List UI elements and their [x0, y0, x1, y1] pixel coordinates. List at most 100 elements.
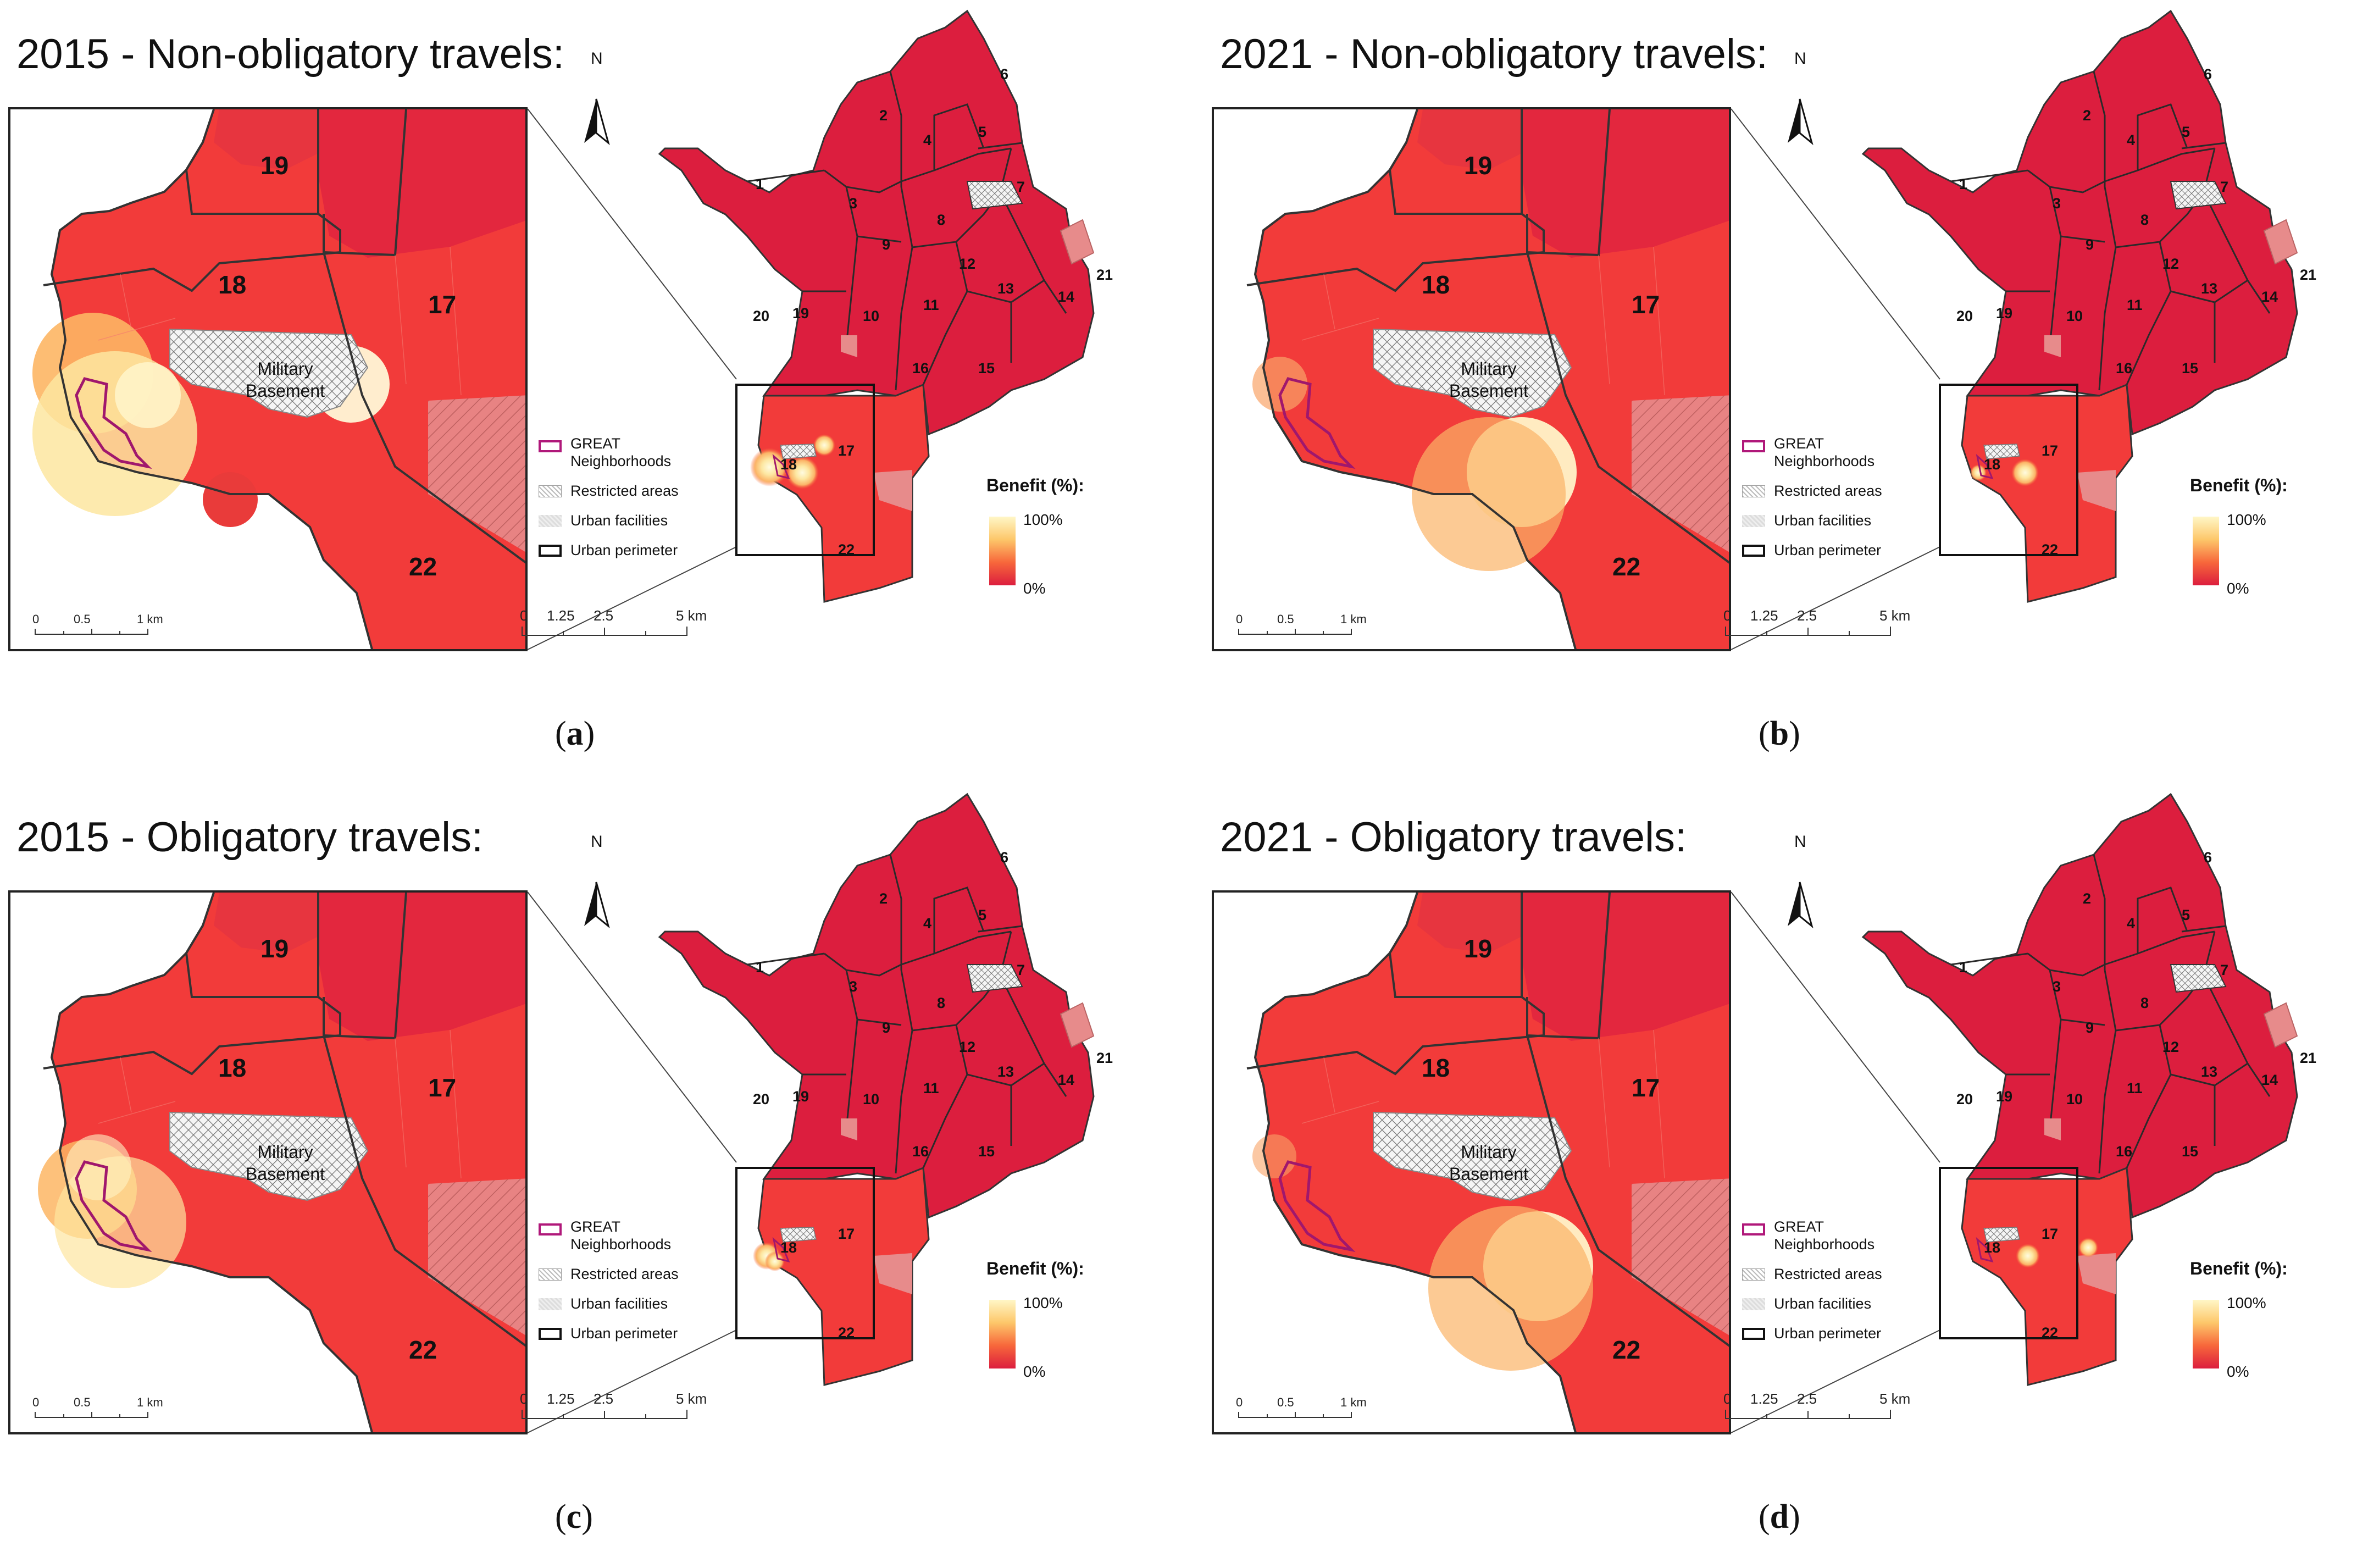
- military-basement: [169, 1111, 369, 1201]
- north-label: N: [591, 833, 603, 851]
- great-neighborhood: [1278, 1160, 1356, 1253]
- military-basement: [1373, 1111, 1572, 1201]
- neighborhood-label-8: 8: [937, 212, 946, 228]
- neighborhood-label-4: 4: [2127, 915, 2136, 932]
- map-scale-labels: 0 1.25 2.5 5 km: [1723, 1390, 1911, 1407]
- neighborhood-label-15: 15: [2182, 1143, 2199, 1160]
- inset-label-19: 19: [1464, 151, 1493, 180]
- neighborhood-label-18: 18: [1984, 456, 2001, 473]
- map-panel-d: 2021 - Obligatory travels:: [1204, 783, 2357, 1564]
- neighborhood-label-13: 13: [2201, 1063, 2218, 1080]
- benefit-max: 100%: [1023, 511, 1063, 528]
- map-scale-bar: [522, 627, 687, 636]
- city-map: [1725, 793, 2298, 1419]
- benefit-gradient: [2193, 1300, 2219, 1368]
- neighborhood-label-3: 3: [2053, 978, 2061, 995]
- north-arrow: [584, 98, 610, 146]
- neighborhood-label-6: 6: [2204, 849, 2212, 866]
- neighborhood-label-4: 4: [2127, 132, 2136, 148]
- neighborhood-label-17: 17: [2042, 1226, 2059, 1242]
- neighborhood-label-13: 13: [997, 1063, 1014, 1080]
- neighborhood-label-20: 20: [753, 308, 770, 324]
- panel-caption: (a): [555, 715, 595, 752]
- neighborhood-label-2: 2: [879, 890, 888, 907]
- neighborhood-label-12: 12: [959, 256, 976, 272]
- inset-map: 19 18 17 22 Military Basement 0 0.5 1 km: [1212, 107, 1731, 651]
- map-panel-c: 2015 - Obligatory travels:: [0, 783, 1154, 1564]
- map-scale-bar: [522, 1410, 687, 1419]
- benefit-hotspot: [115, 362, 181, 428]
- neighborhood-label-10: 10: [863, 1091, 880, 1107]
- inset-label-18: 18: [218, 270, 247, 299]
- map-legend: GREAT Neighborhoods Restricted areas Urba…: [539, 435, 758, 580]
- neighborhood-label-9: 9: [2086, 1020, 2094, 1036]
- north-arrow: [1788, 882, 1813, 929]
- neighborhood-label-21: 21: [2300, 267, 2317, 283]
- neighborhood-label-15: 15: [978, 360, 995, 376]
- panel-caption: (d): [1759, 1498, 1800, 1536]
- neighborhood-label-18: 18: [780, 456, 797, 473]
- panel-caption: (b): [1759, 715, 1800, 752]
- neighborhood-label-17: 17: [838, 1226, 855, 1242]
- urban-facility: [428, 1178, 525, 1336]
- inset-label-17: 17: [428, 290, 457, 319]
- benefit-hotspot: [813, 434, 835, 456]
- neighborhood-label-14: 14: [2261, 1072, 2278, 1088]
- military-label: Military Basement: [1449, 1142, 1529, 1184]
- military-basement: [1373, 328, 1572, 418]
- inset-label-22: 22: [409, 1336, 437, 1364]
- benefit-hotspot: [203, 472, 258, 527]
- neighborhood-label-22: 22: [838, 541, 855, 558]
- neighborhood-label-1: 1: [1959, 959, 1968, 976]
- urban-facility: [1632, 395, 1729, 552]
- urban-facility: [1632, 1178, 1729, 1336]
- urban-facility: [428, 395, 525, 552]
- neighborhood-label-21: 21: [1096, 1050, 1113, 1066]
- benefit-min: 0%: [1023, 1363, 1046, 1380]
- neighborhood-label-4: 4: [923, 132, 932, 148]
- panel-title: 2015 - Non-obligatory travels:: [16, 31, 564, 77]
- neighborhood-label-3: 3: [2053, 195, 2061, 212]
- benefit-hotspot: [2011, 459, 2039, 486]
- military-label: Military Basement: [1449, 359, 1529, 401]
- inset-svg: [1214, 893, 1729, 1432]
- inset-scale-bar: 0 0.5 1 km: [32, 612, 163, 640]
- benefit-min: 0%: [2227, 1363, 2249, 1380]
- city-boundary: [1861, 9, 2298, 436]
- inset-label-19: 19: [260, 151, 289, 180]
- neighborhood-label-11: 11: [923, 297, 939, 313]
- neighborhood-label-10: 10: [863, 308, 880, 324]
- map-scale-labels: 0 1.25 2.5 5 km: [520, 607, 707, 624]
- neighborhood-label-22: 22: [2042, 1325, 2059, 1341]
- inset-map: 19 18 17 22 Military Basement 0 0.5 1 km: [8, 890, 528, 1434]
- neighborhood-label-12: 12: [2162, 1039, 2179, 1055]
- neighborhood-label-13: 13: [997, 280, 1014, 297]
- map-scale-bar: [1725, 1410, 1891, 1419]
- inset-label-18: 18: [1422, 270, 1450, 299]
- neighborhood-label-21: 21: [1096, 267, 1113, 283]
- benefit-gradient: [989, 517, 1016, 585]
- inset-label-19: 19: [260, 934, 289, 963]
- benefit-hotspot: [2016, 1244, 2040, 1268]
- great-neighborhood: [1278, 377, 1356, 469]
- benefit-max: 100%: [2227, 1294, 2266, 1311]
- inset-scale-bar: 0 0.5 1 km: [1236, 1395, 1367, 1423]
- inset-label-17: 17: [1632, 290, 1660, 319]
- neighborhood-label-3: 3: [849, 195, 858, 212]
- neighborhood-label-7: 7: [2220, 962, 2229, 978]
- map-scale-bar: [1725, 627, 1891, 636]
- neighborhood-label-22: 22: [838, 1325, 855, 1341]
- neighborhood-label-11: 11: [2127, 297, 2143, 313]
- neighborhood-label-6: 6: [1000, 849, 1009, 866]
- neighborhood-label-6: 6: [1000, 66, 1009, 82]
- inset-label-22: 22: [409, 552, 437, 581]
- neighborhood-label-19: 19: [792, 1088, 809, 1105]
- city-map: [522, 793, 1095, 1419]
- inset-label-17: 17: [428, 1073, 457, 1102]
- neighborhood-label-11: 11: [923, 1080, 939, 1096]
- benefit-legend-title: Benefit (%):: [986, 1259, 1084, 1278]
- great-neighborhood: [75, 377, 152, 469]
- map-panel-b: 2021 - Non-obligatory travels:: [1204, 0, 2357, 780]
- neighborhood-label-22: 22: [2042, 541, 2059, 558]
- neighborhood-label-19: 19: [1996, 1088, 2013, 1105]
